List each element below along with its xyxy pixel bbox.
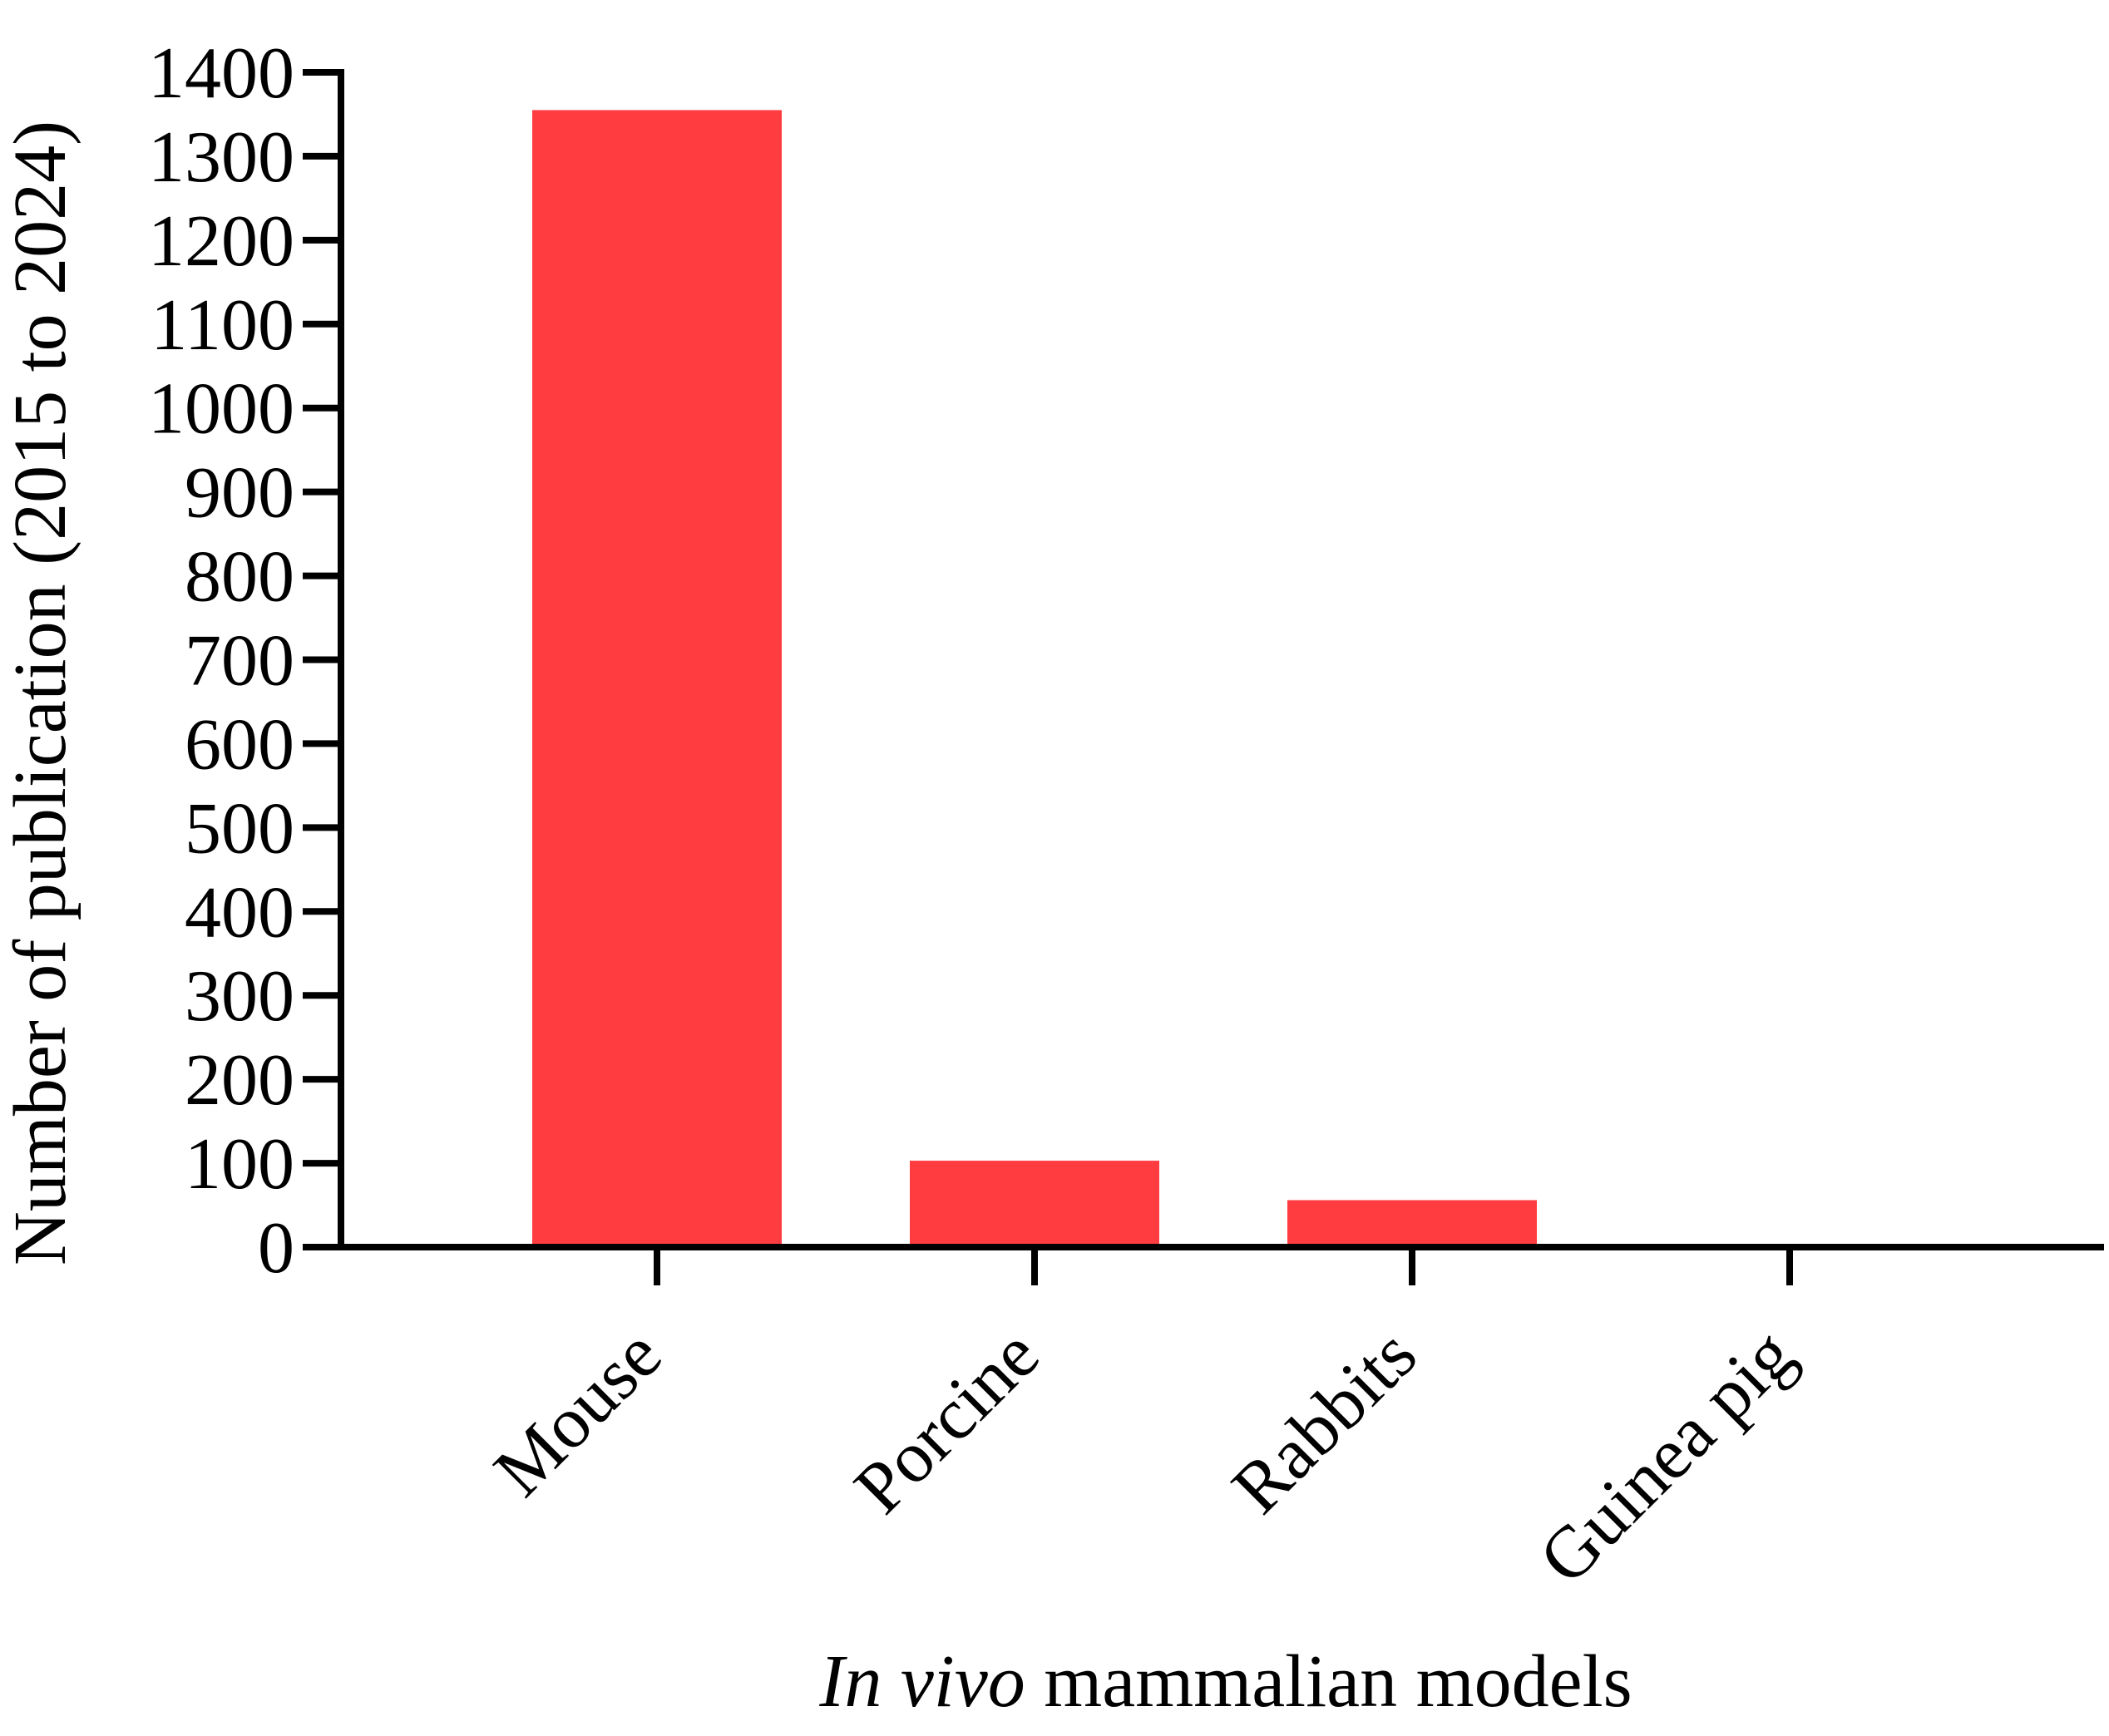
y-tick-label-9: 900	[185, 453, 294, 534]
y-tick-label-8: 800	[185, 537, 294, 618]
y-tick-label-0: 0	[258, 1208, 294, 1289]
y-tick-label-7: 700	[185, 621, 294, 702]
bars-group	[532, 110, 1914, 1248]
x-axis-ticks: Mouse Porcine Rabbits Guinea pig	[479, 1247, 1810, 1600]
y-tick-label-13: 1300	[148, 117, 294, 198]
x-tick-label-rabbits: Rabbits	[1217, 1314, 1432, 1530]
bar-porcine	[910, 1161, 1159, 1247]
bar-rabbits	[1287, 1200, 1537, 1247]
y-tick-label-11: 1100	[151, 285, 294, 366]
y-tick-label-5: 500	[185, 788, 294, 869]
y-axis-title: Number of publication (2015 to 2024)	[0, 121, 81, 1265]
y-tick-label-4: 400	[185, 872, 294, 953]
x-tick-label-porcine: Porcine	[839, 1314, 1054, 1530]
y-tick-label-12: 1200	[148, 201, 294, 282]
y-tick-label-14: 1400	[148, 33, 294, 114]
x-tick-label-mouse: Mouse	[479, 1314, 677, 1512]
y-tick-label-10: 1000	[148, 369, 294, 450]
y-tick-label-2: 200	[185, 1040, 294, 1121]
y-tick-label-3: 300	[185, 956, 294, 1037]
x-tick-label-guinea-pig: Guinea pig	[1524, 1314, 1810, 1600]
bar-mouse	[532, 110, 782, 1248]
y-axis-ticks: 0100200300400500600700800900100011001200…	[148, 33, 341, 1289]
x-axis-title-rest: mammalian models	[1025, 1640, 1632, 1723]
x-axis-title-italic: In vivo	[818, 1640, 1025, 1723]
y-tick-label-1: 100	[185, 1124, 294, 1205]
x-axis-title: In vivo mammalian models	[818, 1640, 1632, 1723]
y-tick-label-6: 600	[185, 704, 294, 785]
